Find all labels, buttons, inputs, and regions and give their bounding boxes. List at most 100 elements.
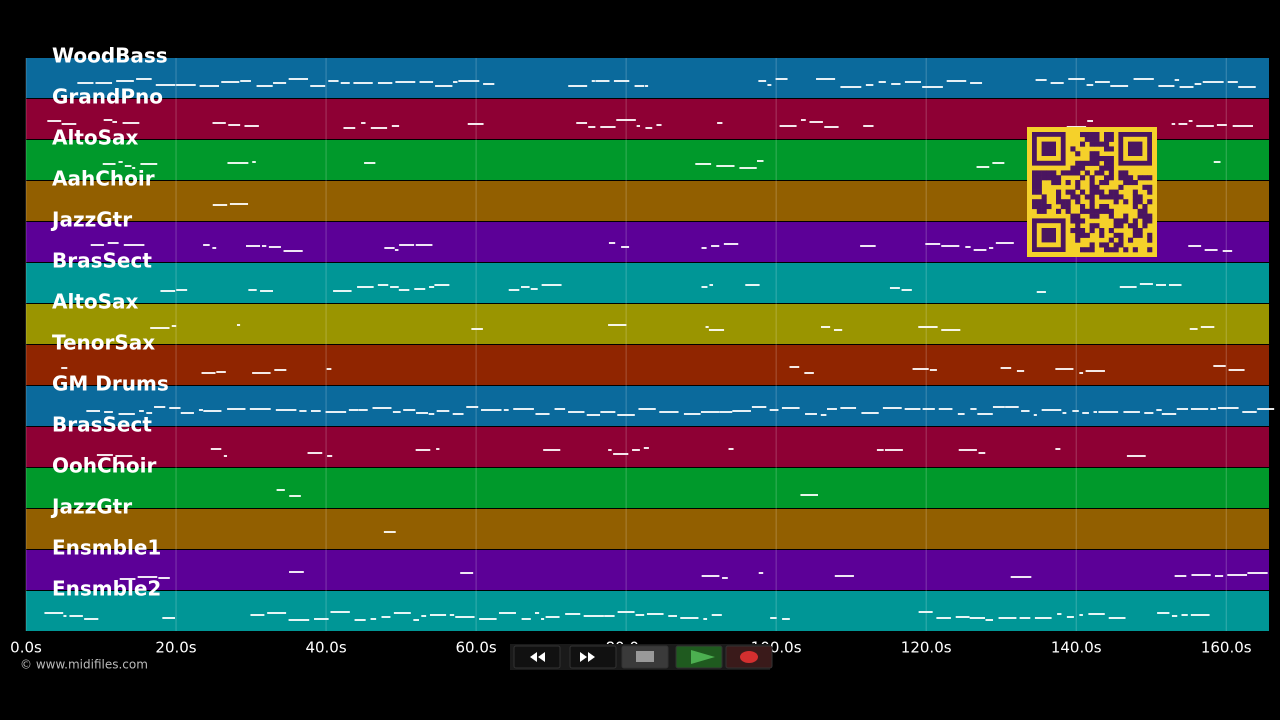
note: [240, 80, 251, 82]
note: [617, 611, 635, 613]
qr-cell: [1104, 136, 1110, 142]
note: [989, 247, 994, 249]
note: [268, 246, 281, 248]
qr-cell: [1070, 165, 1076, 171]
qr-cell: [1051, 170, 1057, 176]
note: [1033, 414, 1037, 416]
note: [212, 122, 226, 124]
qr-cell: [1147, 237, 1153, 243]
note: [728, 448, 734, 450]
qr-cell: [1132, 204, 1138, 210]
qr-cell: [1075, 237, 1081, 243]
note: [882, 407, 902, 409]
note: [122, 122, 140, 124]
note: [90, 244, 104, 246]
note: [314, 618, 329, 620]
note: [47, 120, 62, 122]
note: [1156, 284, 1166, 286]
qr-cell: [1080, 218, 1086, 224]
note: [150, 327, 170, 329]
qr-cell: [1113, 232, 1119, 238]
qr-cell: [1108, 165, 1114, 171]
note: [860, 245, 876, 247]
note: [249, 408, 271, 410]
lane: [26, 386, 1269, 426]
qr-cell: [1089, 247, 1095, 253]
qr-cell: [1123, 180, 1129, 186]
note: [613, 453, 629, 455]
note: [84, 618, 99, 620]
qr-cell: [1032, 180, 1038, 186]
note: [634, 85, 645, 87]
note: [498, 612, 516, 614]
note: [415, 449, 431, 451]
note: [804, 372, 814, 374]
note: [1213, 161, 1221, 163]
note: [646, 613, 664, 615]
note: [63, 615, 67, 617]
qr-cell: [1142, 218, 1148, 224]
qr-cell: [1065, 199, 1071, 205]
note: [275, 409, 297, 411]
qr-cell: [1147, 184, 1153, 190]
qr-cell: [1041, 175, 1047, 181]
note: [391, 125, 400, 127]
note: [1062, 412, 1067, 414]
play-icon: [691, 650, 715, 664]
qr-cell: [1080, 228, 1086, 234]
qr-cell: [1056, 175, 1062, 181]
note: [840, 86, 862, 88]
qr-cell: [1099, 156, 1105, 162]
note: [398, 289, 410, 291]
note: [1016, 370, 1025, 372]
qr-cell: [1075, 232, 1081, 238]
note: [946, 80, 967, 82]
note: [299, 410, 307, 412]
note: [717, 122, 723, 124]
note: [970, 82, 983, 84]
note: [732, 410, 751, 412]
note: [925, 243, 941, 245]
note: [709, 284, 714, 286]
note: [112, 121, 118, 123]
note: [992, 406, 1005, 408]
note: [1194, 83, 1202, 85]
note: [1161, 413, 1177, 415]
note: [1210, 408, 1217, 410]
transport: [510, 644, 773, 670]
qr-cell: [1137, 232, 1143, 238]
note: [1068, 78, 1085, 80]
note: [800, 119, 806, 121]
note: [957, 413, 965, 415]
note: [155, 84, 176, 86]
note: [1094, 81, 1110, 83]
qr-cell: [1128, 175, 1134, 181]
qr-cell: [1142, 223, 1148, 229]
qr-cell: [1080, 189, 1086, 195]
note: [834, 575, 854, 577]
note: [809, 121, 823, 123]
qr-cell: [1036, 170, 1042, 176]
note: [377, 82, 393, 84]
note: [600, 126, 616, 128]
note: [1082, 412, 1089, 414]
note: [328, 80, 339, 82]
qr-cell: [1104, 160, 1110, 166]
qr-cell: [1036, 199, 1042, 205]
note: [1041, 409, 1062, 411]
note: [123, 244, 145, 246]
note: [918, 611, 933, 613]
qr-cell: [1075, 194, 1081, 200]
qr-cell: [1104, 132, 1110, 138]
lane: [26, 345, 1269, 385]
qr-cell: [1089, 141, 1095, 147]
qr-cell: [1075, 199, 1081, 205]
qr-cell: [1118, 175, 1124, 181]
qr-cell: [1132, 228, 1138, 234]
qr-cell: [1032, 175, 1038, 181]
qr-cell: [1132, 223, 1138, 229]
qr-cell: [1084, 208, 1090, 214]
track-label: AltoSax: [52, 290, 139, 314]
qr-cell: [1070, 228, 1076, 234]
